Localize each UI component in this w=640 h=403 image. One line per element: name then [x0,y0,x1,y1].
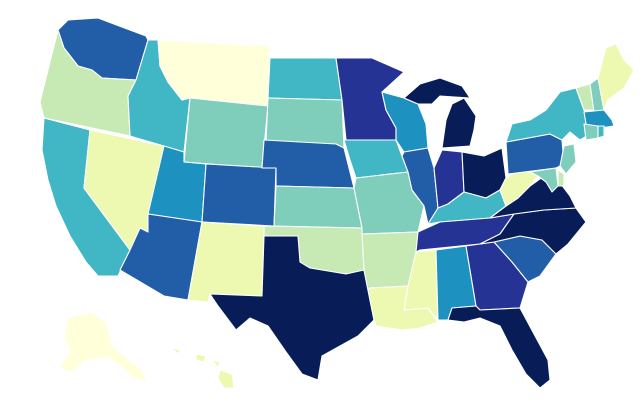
state-ks[interactable] [273,185,363,229]
state-fl[interactable] [447,305,551,389]
state-tx[interactable] [209,235,375,381]
state-ne[interactable] [261,139,355,189]
state-de[interactable] [557,169,565,187]
state-ct[interactable] [583,123,599,141]
state-md[interactable] [529,167,559,193]
state-ny[interactable] [505,87,591,143]
state-mi[interactable] [403,77,477,149]
state-nm[interactable] [187,221,265,303]
state-me[interactable] [597,43,635,111]
state-nd[interactable] [267,57,343,101]
state-ia[interactable] [343,139,409,179]
state-nc[interactable] [479,207,587,255]
state-il[interactable] [401,147,439,225]
state-mt[interactable] [157,39,271,107]
state-ak[interactable] [59,311,149,383]
state-co[interactable] [201,163,277,227]
state-wy[interactable] [183,97,269,169]
state-ri[interactable] [597,125,605,139]
state-hi[interactable] [171,347,235,389]
state-nj[interactable] [559,143,577,175]
